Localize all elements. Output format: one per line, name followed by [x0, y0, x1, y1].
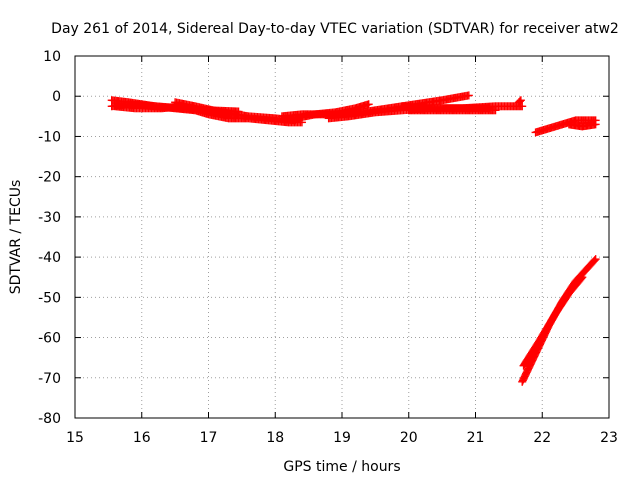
data-point: [516, 96, 525, 105]
y-tick-label: 0: [52, 89, 61, 105]
x-tick-label: 18: [266, 430, 284, 446]
x-tick-label: 15: [66, 430, 84, 446]
x-tick-label: 23: [600, 430, 618, 446]
data-point: [578, 273, 587, 282]
data-point: [515, 97, 524, 106]
data-point: [577, 274, 586, 283]
x-tick-label: 21: [467, 430, 485, 446]
y-tick-label: -10: [38, 129, 61, 145]
y-tick-label: -20: [38, 170, 61, 186]
y-axis-label: SDTVAR / TECUs: [8, 180, 24, 295]
y-tick-label: -40: [38, 250, 61, 266]
x-tick-label: 20: [400, 430, 418, 446]
x-tick-label: 22: [533, 430, 551, 446]
x-tick-label: 16: [133, 430, 151, 446]
chart-title: Day 261 of 2014, Sidereal Day-to-day VTE…: [51, 21, 619, 37]
data-point: [591, 255, 600, 264]
y-axis-ticks: 10 0 -10 -20 -30 -40 -50 -60 -70 -80: [38, 49, 609, 427]
y-tick-label: -60: [38, 331, 61, 347]
data-point: [518, 102, 527, 111]
y-tick-label: -80: [38, 411, 61, 427]
y-tick-label: 10: [43, 49, 61, 65]
x-axis-ticks: 15 16 17 18 19 20 21 22 23: [66, 56, 618, 446]
y-tick-label: -50: [38, 290, 61, 306]
x-tick-label: 19: [333, 430, 351, 446]
data-point: [364, 100, 373, 109]
y-tick-label: -70: [38, 371, 61, 387]
data-points: [107, 91, 600, 386]
x-axis-label: GPS time / hours: [283, 459, 400, 475]
data-point: [591, 120, 600, 129]
data-point: [464, 91, 473, 100]
data-point: [590, 256, 599, 265]
y-tick-label: -30: [38, 210, 61, 226]
data-point: [491, 106, 500, 115]
x-tick-label: 17: [200, 430, 218, 446]
